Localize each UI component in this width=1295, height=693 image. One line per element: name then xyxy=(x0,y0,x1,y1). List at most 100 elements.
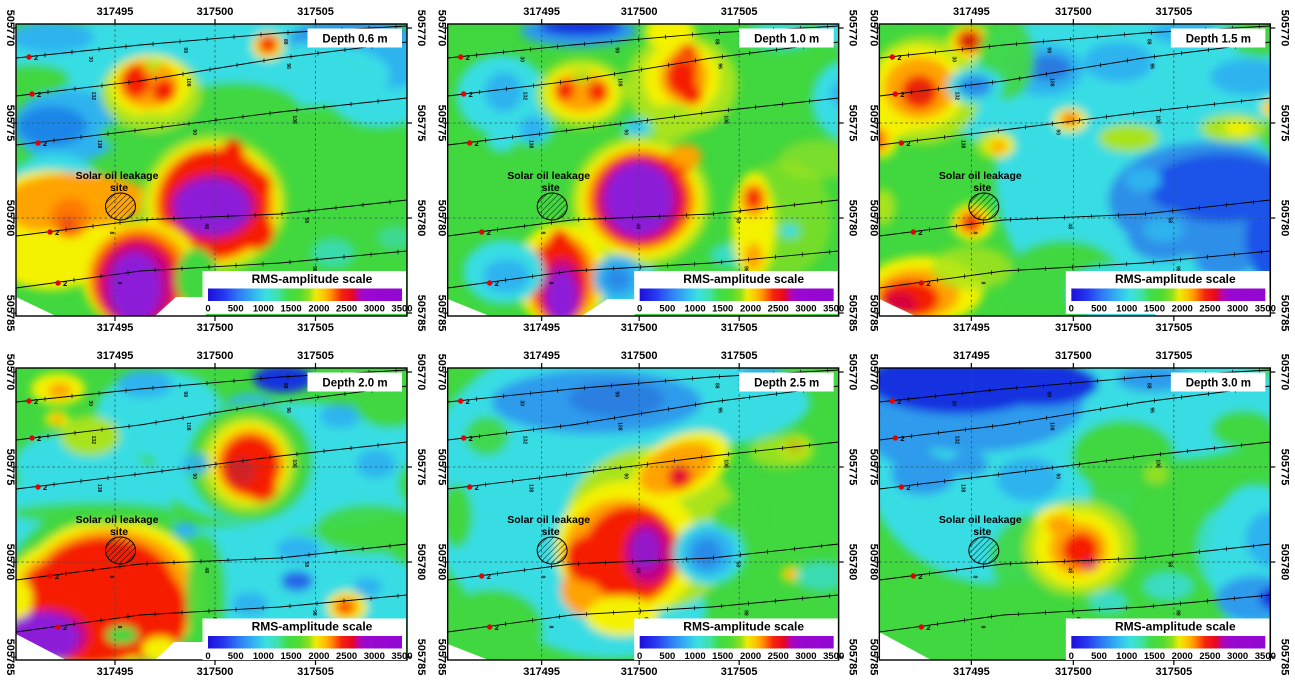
svg-text:505770: 505770 xyxy=(436,10,448,47)
svg-text:98: 98 xyxy=(743,266,749,272)
svg-text:2: 2 xyxy=(34,397,38,406)
svg-text:2: 2 xyxy=(495,279,499,288)
svg-text:58: 58 xyxy=(735,217,741,223)
svg-text:505785: 505785 xyxy=(867,639,879,676)
svg-text:Solar oil leakage: Solar oil leakage xyxy=(76,514,159,526)
svg-text:138: 138 xyxy=(96,484,102,493)
svg-text:48: 48 xyxy=(1066,567,1072,573)
svg-text:505770: 505770 xyxy=(847,10,859,47)
svg-text:317505: 317505 xyxy=(297,6,334,18)
svg-text:Solar oil leakage: Solar oil leakage xyxy=(939,170,1022,182)
svg-text:505785: 505785 xyxy=(867,295,879,332)
svg-text:Solar oil leakage: Solar oil leakage xyxy=(939,514,1022,526)
svg-text:505775: 505775 xyxy=(4,105,16,142)
svg-text:505775: 505775 xyxy=(1278,105,1290,142)
svg-text:1500: 1500 xyxy=(1144,651,1165,662)
svg-text:317505: 317505 xyxy=(721,666,758,678)
svg-text:98: 98 xyxy=(614,47,620,53)
svg-text:317500: 317500 xyxy=(621,6,658,18)
svg-text:90: 90 xyxy=(623,129,629,135)
svg-text:505785: 505785 xyxy=(847,295,859,332)
svg-text:108: 108 xyxy=(291,115,297,124)
svg-text:108: 108 xyxy=(1048,422,1054,431)
svg-text:132: 132 xyxy=(522,436,528,445)
svg-text:2: 2 xyxy=(43,139,47,148)
svg-text:RMS-amplitude scale: RMS-amplitude scale xyxy=(683,272,804,286)
svg-text:RMS-amplitude scale: RMS-amplitude scale xyxy=(1115,272,1236,286)
svg-text:505770: 505770 xyxy=(4,354,16,391)
svg-text:3000: 3000 xyxy=(364,651,385,662)
svg-text:505770: 505770 xyxy=(867,354,879,391)
svg-text:RMS-amplitude scale: RMS-amplitude scale xyxy=(683,620,804,634)
svg-text:88: 88 xyxy=(1145,383,1151,389)
svg-text:505775: 505775 xyxy=(4,449,16,486)
svg-text:90: 90 xyxy=(1054,473,1060,479)
svg-text:505785: 505785 xyxy=(415,639,427,676)
svg-text:138: 138 xyxy=(528,484,534,493)
svg-text:8: 8 xyxy=(548,282,554,285)
svg-text:88: 88 xyxy=(282,383,288,389)
svg-text:108: 108 xyxy=(185,422,191,431)
svg-text:2000: 2000 xyxy=(308,304,329,315)
svg-text:500: 500 xyxy=(659,304,675,315)
svg-text:2: 2 xyxy=(63,623,67,632)
svg-text:Depth 1.0 m: Depth 1.0 m xyxy=(754,34,819,46)
svg-text:8: 8 xyxy=(108,576,114,579)
svg-text:2: 2 xyxy=(906,139,910,148)
svg-text:2: 2 xyxy=(43,483,47,492)
svg-text:505780: 505780 xyxy=(867,544,879,581)
svg-text:505785: 505785 xyxy=(436,295,448,332)
svg-text:2: 2 xyxy=(55,572,59,581)
svg-text:505780: 505780 xyxy=(1278,200,1290,237)
svg-text:2: 2 xyxy=(466,397,470,406)
svg-text:505785: 505785 xyxy=(4,639,16,676)
svg-text:317495: 317495 xyxy=(97,666,134,678)
svg-text:58: 58 xyxy=(303,561,309,567)
svg-text:88: 88 xyxy=(1145,39,1151,45)
svg-text:505775: 505775 xyxy=(436,449,448,486)
svg-text:317505: 317505 xyxy=(1155,6,1192,18)
svg-text:317495: 317495 xyxy=(953,322,990,334)
svg-text:90: 90 xyxy=(1054,129,1060,135)
svg-text:0: 0 xyxy=(205,651,210,662)
svg-text:2500: 2500 xyxy=(768,304,789,315)
svg-text:1500: 1500 xyxy=(1144,304,1165,315)
svg-text:138: 138 xyxy=(959,484,965,493)
svg-text:30: 30 xyxy=(950,401,956,407)
svg-text:0: 0 xyxy=(637,651,642,662)
svg-text:317500: 317500 xyxy=(1055,666,1092,678)
svg-text:108: 108 xyxy=(617,78,623,87)
svg-text:2: 2 xyxy=(37,90,41,99)
svg-text:98: 98 xyxy=(1174,610,1180,616)
svg-text:317505: 317505 xyxy=(1155,666,1192,678)
svg-text:2: 2 xyxy=(37,434,41,443)
svg-text:30: 30 xyxy=(519,401,525,407)
svg-text:site: site xyxy=(110,182,128,194)
svg-text:3000: 3000 xyxy=(1227,651,1248,662)
svg-text:500: 500 xyxy=(1091,651,1107,662)
svg-text:96: 96 xyxy=(1148,407,1154,413)
svg-text:2: 2 xyxy=(897,53,901,62)
svg-text:108: 108 xyxy=(723,115,729,124)
svg-text:30: 30 xyxy=(950,57,956,63)
svg-text:108: 108 xyxy=(1154,115,1160,124)
svg-text:505775: 505775 xyxy=(1278,449,1290,486)
svg-text:108: 108 xyxy=(617,422,623,431)
svg-text:2: 2 xyxy=(926,623,930,632)
svg-text:site: site xyxy=(110,526,128,538)
svg-text:8: 8 xyxy=(979,282,985,285)
svg-text:317500: 317500 xyxy=(197,350,234,362)
svg-text:317500: 317500 xyxy=(1055,322,1092,334)
svg-text:Depth 2.0 m: Depth 2.0 m xyxy=(322,378,387,390)
svg-text:505775: 505775 xyxy=(867,105,879,142)
svg-text:505775: 505775 xyxy=(847,449,859,486)
svg-text:317505: 317505 xyxy=(721,322,758,334)
svg-text:Solar oil leakage: Solar oil leakage xyxy=(507,170,590,182)
svg-text:2000: 2000 xyxy=(308,651,329,662)
svg-text:48: 48 xyxy=(203,223,209,229)
svg-text:1000: 1000 xyxy=(684,304,705,315)
svg-text:138: 138 xyxy=(528,140,534,149)
svg-text:132: 132 xyxy=(90,92,96,101)
svg-text:505785: 505785 xyxy=(1278,639,1290,676)
svg-text:2000: 2000 xyxy=(740,651,761,662)
